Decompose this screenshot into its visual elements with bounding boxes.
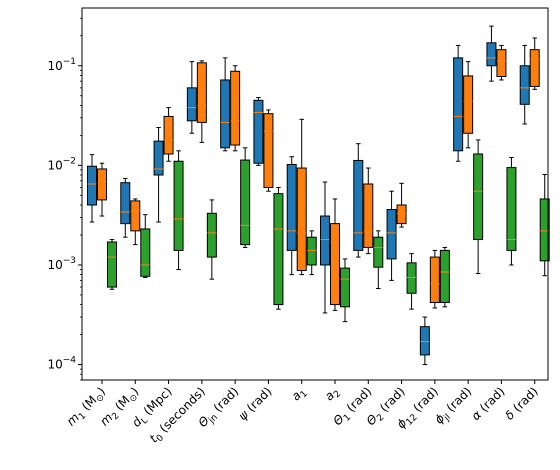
box-body xyxy=(506,167,517,251)
box-body xyxy=(519,65,530,105)
box-body xyxy=(453,57,464,152)
plot-frame xyxy=(81,7,549,381)
box-body xyxy=(373,236,384,268)
box-body xyxy=(240,159,251,246)
box-body xyxy=(163,115,174,155)
box-body xyxy=(406,262,417,294)
box-orange-4 xyxy=(196,60,207,143)
box-body xyxy=(439,249,450,303)
box-blue-14 xyxy=(519,44,530,125)
box-green-13 xyxy=(506,156,517,266)
box-green-4 xyxy=(206,199,217,280)
box-body xyxy=(363,183,374,248)
box-body xyxy=(396,204,407,225)
box-blue-12 xyxy=(453,44,464,162)
y-tick-label: 10−2 xyxy=(47,156,76,172)
box-orange-12 xyxy=(463,61,474,149)
box-orange-10 xyxy=(396,182,407,228)
box-body xyxy=(340,267,350,308)
box-orange-6 xyxy=(263,109,274,192)
box-green-11 xyxy=(439,246,450,308)
box-body xyxy=(140,228,151,277)
box-body xyxy=(386,209,397,260)
box-body xyxy=(486,42,497,67)
box-body xyxy=(529,49,540,87)
box-green-8 xyxy=(340,258,350,323)
box-blue-6 xyxy=(253,97,264,166)
box-blue-4 xyxy=(186,61,197,134)
y-tick-label: 10−1 xyxy=(47,57,76,73)
box-blue-13 xyxy=(486,25,497,82)
box-orange-13 xyxy=(496,44,507,81)
box-blue-3 xyxy=(153,126,164,223)
box-blue-11 xyxy=(419,316,430,366)
box-green-5 xyxy=(240,147,251,248)
box-green-10 xyxy=(406,253,417,310)
box-blue-8 xyxy=(320,181,330,314)
box-blue-10 xyxy=(386,190,397,281)
box-orange-1 xyxy=(97,162,107,217)
boxes-layer xyxy=(87,25,550,366)
box-green-12 xyxy=(473,139,484,275)
box-body xyxy=(97,168,107,201)
box-orange-3 xyxy=(163,107,174,162)
box-green-1 xyxy=(107,239,117,290)
box-body xyxy=(429,256,440,303)
box-green-7 xyxy=(306,230,317,276)
box-body xyxy=(296,167,307,271)
box-blue-2 xyxy=(120,177,131,238)
box-body xyxy=(196,62,207,123)
y-tick-label: 10−4 xyxy=(47,356,76,372)
box-green-6 xyxy=(273,186,284,310)
box-body xyxy=(539,198,550,262)
box-body xyxy=(120,182,131,225)
box-body xyxy=(173,160,184,251)
box-orange-9 xyxy=(363,167,374,255)
box-body xyxy=(330,223,340,306)
box-body xyxy=(220,79,231,149)
box-body xyxy=(463,75,474,134)
y-axis: 10−4 10−3 10−2 10−1 xyxy=(47,17,82,381)
box-body xyxy=(473,153,484,241)
box-body xyxy=(419,326,430,356)
box-orange-5 xyxy=(230,65,241,152)
box-green-3 xyxy=(173,150,184,271)
box-blue-1 xyxy=(87,154,97,223)
box-body xyxy=(153,140,164,176)
box-body xyxy=(206,212,217,258)
box-orange-8 xyxy=(330,198,340,311)
box-body xyxy=(253,99,264,164)
box-body xyxy=(286,164,297,251)
box-orange-11 xyxy=(429,249,440,309)
box-body xyxy=(353,159,364,251)
box-body xyxy=(263,113,274,188)
box-body xyxy=(87,165,97,206)
box-body xyxy=(273,193,284,306)
box-green-2 xyxy=(140,214,151,278)
box-blue-5 xyxy=(220,57,231,152)
box-green-9 xyxy=(373,230,384,290)
box-orange-7 xyxy=(296,118,307,276)
box-body xyxy=(230,70,241,146)
box-body xyxy=(306,236,317,266)
box-green-14 xyxy=(539,173,550,277)
box-orange-14 xyxy=(529,37,540,90)
box-blue-7 xyxy=(286,156,297,276)
box-body xyxy=(320,215,330,266)
box-orange-2 xyxy=(130,198,141,246)
box-body xyxy=(107,241,117,288)
y-tick-label: 10−3 xyxy=(47,256,76,272)
box-blue-9 xyxy=(353,143,364,258)
box-body xyxy=(130,200,141,232)
box-body xyxy=(496,49,507,77)
box-body xyxy=(186,87,197,122)
